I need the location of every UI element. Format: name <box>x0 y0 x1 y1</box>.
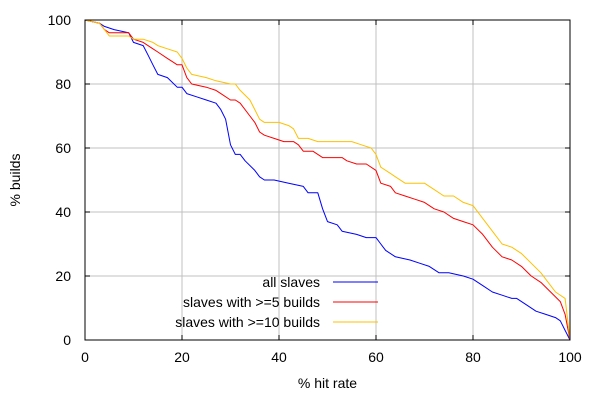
y-tick-label: 100 <box>48 12 72 28</box>
x-axis-label: % hit rate <box>298 375 357 391</box>
y-tick-label: 40 <box>55 204 71 220</box>
legend-label-2: slaves with >=5 builds <box>183 294 320 310</box>
plot-frame <box>84 19 571 341</box>
series-line-1 <box>84 19 571 341</box>
y-tick-label: 20 <box>55 268 71 284</box>
series-line-2 <box>84 19 571 341</box>
x-tick-label: 80 <box>465 349 481 365</box>
x-tick-label: 0 <box>81 349 89 365</box>
grid-layer <box>85 20 570 340</box>
y-tick-label: 60 <box>55 140 71 156</box>
legend-label-3: slaves with >=10 builds <box>175 314 320 330</box>
x-tick-label: 60 <box>368 349 384 365</box>
x-tick-label: 20 <box>174 349 190 365</box>
y-tick-label: 0 <box>63 332 71 348</box>
tick-layer: 0 20 40 60 80 100 0 20 40 60 80 100 <box>48 12 582 365</box>
y-axis-label: % builds <box>7 154 23 207</box>
x-tick-label: 100 <box>558 349 582 365</box>
series-line-3 <box>84 19 571 341</box>
series-layer <box>84 19 571 341</box>
x-tick-label: 40 <box>271 349 287 365</box>
legend-label-1: all slaves <box>262 274 320 290</box>
y-tick-label: 80 <box>55 76 71 92</box>
legend: all slaves slaves with >=5 builds slaves w… <box>175 274 378 330</box>
